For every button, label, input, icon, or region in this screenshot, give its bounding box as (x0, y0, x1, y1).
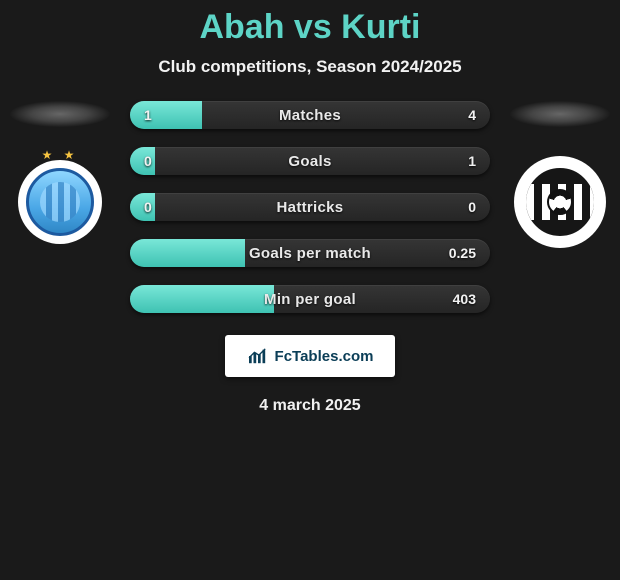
stat-value-b: 1 (468, 147, 476, 175)
club-logo-b (510, 159, 610, 245)
page-subtitle: Club competitions, Season 2024/2025 (0, 57, 620, 77)
soccer-ball-icon (547, 189, 573, 215)
shadow-right (510, 101, 610, 127)
stat-value-a: 1 (144, 101, 152, 129)
stat-value-a: 0 (144, 147, 152, 175)
attribution-card[interactable]: FcTables.com (225, 335, 395, 377)
stat-label: Matches (279, 107, 341, 124)
stat-label: Min per goal (264, 291, 356, 308)
stat-row: 1 Matches 4 (130, 101, 490, 129)
stat-value-b: 0.25 (449, 239, 476, 267)
stat-value-b: 403 (453, 285, 476, 313)
comparison-card: Abah vs Kurti Club competitions, Season … (0, 0, 620, 580)
stat-rows: 1 Matches 4 0 Goals 1 0 Hattricks 0 Goals per mat… (130, 101, 490, 313)
badge-a-stars: ★ ★ (18, 148, 102, 162)
stat-fill-a (130, 239, 245, 267)
stat-fill-a (130, 285, 274, 313)
stat-label: Goals per match (249, 245, 371, 262)
stat-row: 0 Hattricks 0 (130, 193, 490, 221)
comparison-arena: ★ ★ 1 Matches 4 0 Goals 1 0 Hattricks 0 Goals per… (0, 101, 620, 415)
stat-row: 0 Goals 1 (130, 147, 490, 175)
stat-value-a: 0 (144, 193, 152, 221)
club-logo-a: ★ ★ (10, 159, 110, 245)
stat-label: Hattricks (277, 199, 344, 216)
club-badge-a: ★ ★ (18, 160, 102, 244)
stat-value-b: 4 (468, 101, 476, 129)
badge-a-inner (26, 168, 94, 236)
badge-b-inner (522, 164, 598, 240)
badge-a-stripes (40, 182, 80, 222)
shadow-left (10, 101, 110, 127)
stat-value-b: 0 (468, 193, 476, 221)
bar-chart-icon (247, 347, 269, 365)
attribution-text: FcTables.com (275, 348, 374, 365)
stat-row: Min per goal 403 (130, 285, 490, 313)
club-badge-b (514, 156, 606, 248)
stat-label: Goals (288, 153, 331, 170)
date-text: 4 march 2025 (10, 397, 610, 415)
page-title: Abah vs Kurti (0, 8, 620, 47)
stat-fill-a (130, 101, 202, 129)
stat-row: Goals per match 0.25 (130, 239, 490, 267)
